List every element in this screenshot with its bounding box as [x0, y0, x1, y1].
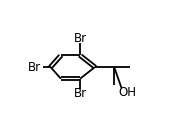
Text: Br: Br: [74, 87, 87, 100]
Text: Br: Br: [28, 61, 41, 74]
Text: OH: OH: [118, 86, 137, 99]
Text: Br: Br: [74, 32, 87, 45]
